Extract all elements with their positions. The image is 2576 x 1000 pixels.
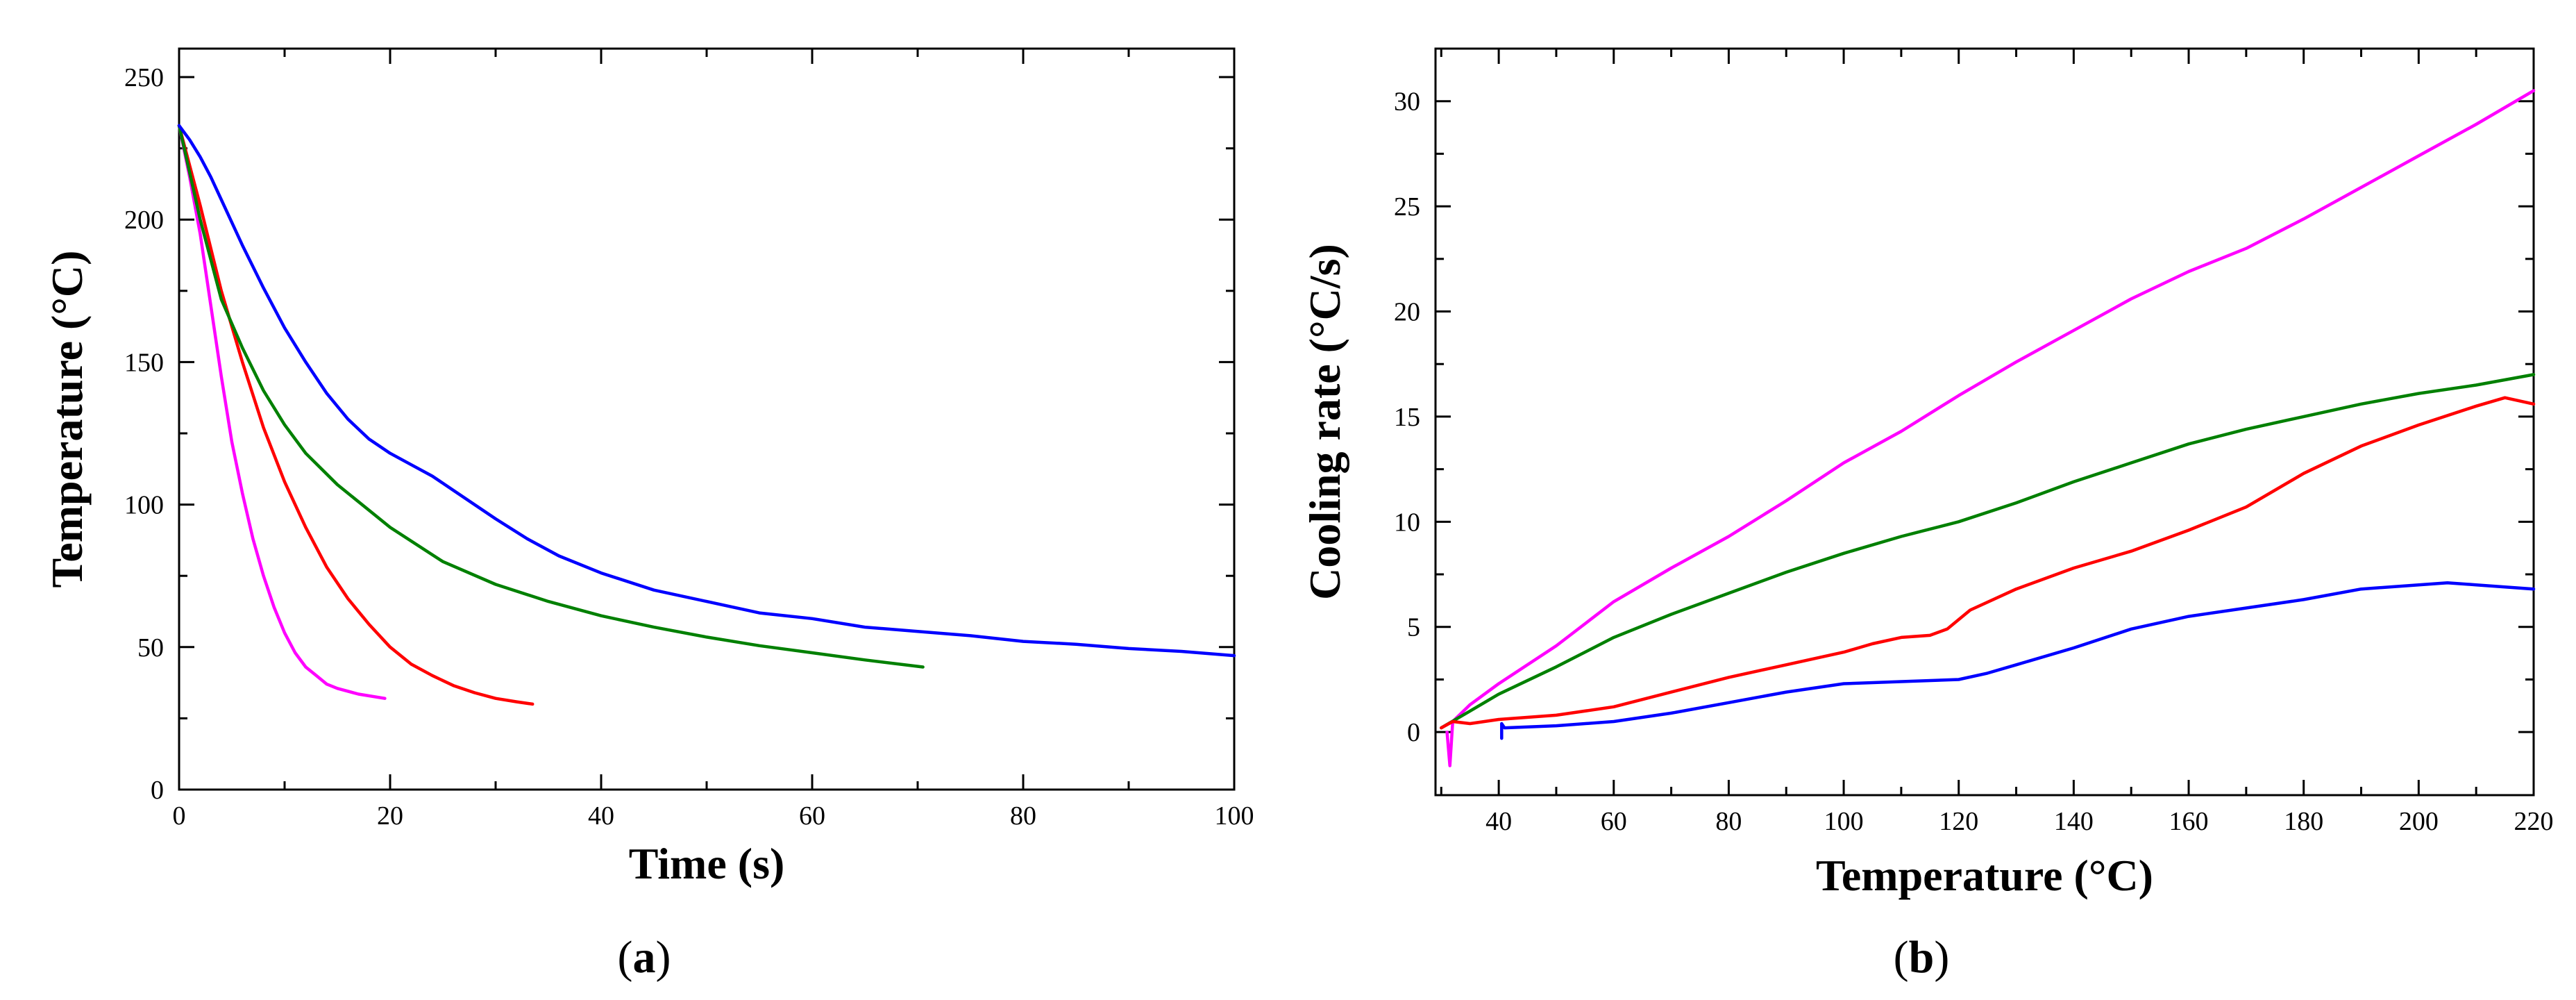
- y-tick-label-b: 10: [1394, 508, 1420, 537]
- plot-frame-a: [178, 47, 1236, 791]
- x-tick-label-b: 180: [2284, 807, 2323, 836]
- series-line-red-b: [1440, 396, 2536, 730]
- series-line-green-b: [1440, 373, 2536, 730]
- x-tick-label-b: 220: [2514, 807, 2554, 836]
- plot-frame-b: [1434, 47, 2535, 797]
- chart-panel-b: 40 60 80 100 120 140 160 180 200 220 0 5 10 15 20 25 30 T…: [1300, 47, 2554, 983]
- x-tick-label-a: 0: [173, 801, 186, 831]
- y-tick-label-b: 0: [1407, 718, 1420, 747]
- series-line-red-a: [177, 124, 534, 706]
- x-tick-label-a: 20: [377, 801, 403, 831]
- series-line-blue-b: [1500, 581, 2536, 740]
- y-axis-title-a: Temperature (°C): [42, 251, 92, 588]
- x-tick-label-b: 120: [1939, 807, 1978, 836]
- y-tick-label-a: 250: [124, 63, 164, 92]
- chart-panel-a: 0 20 40 60 80 100 0 50 100 150 200 250 Time (s) Tempe…: [42, 47, 1254, 983]
- x-tick-label-a: 40: [588, 801, 614, 831]
- x-tick-label-b: 60: [1601, 807, 1627, 836]
- y-tick-label-b: 25: [1394, 192, 1420, 222]
- x-tick-label-b: 100: [1824, 807, 1864, 836]
- y-tick-label-a: 100: [124, 491, 164, 520]
- series-line-blue-a: [177, 124, 1236, 658]
- x-tick-label-a: 80: [1010, 801, 1036, 831]
- y-tick-label-a: 150: [124, 348, 164, 377]
- y-tick-label-a: 50: [137, 633, 164, 662]
- x-tick-label-b: 140: [2054, 807, 2094, 836]
- x-tick-label-b: 40: [1485, 807, 1512, 836]
- series-line-magenta-b: [1445, 89, 2536, 767]
- y-tick-label-a: 0: [151, 776, 164, 805]
- y-tick-label-b: 5: [1407, 613, 1420, 642]
- y-tick-label-b: 30: [1394, 88, 1420, 117]
- x-axis-title-b: Temperature (°C): [1816, 851, 2153, 900]
- panel-label-b: (b): [1894, 932, 1950, 983]
- series-line-magenta-a: [177, 124, 387, 700]
- y-tick-label-b: 15: [1394, 403, 1420, 432]
- panel-label-a: (a): [618, 932, 671, 983]
- x-tick-label-b: 200: [2399, 807, 2439, 836]
- y-tick-label-a: 200: [124, 206, 164, 235]
- x-axis-title-a: Time (s): [629, 839, 785, 888]
- y-tick-label-b: 20: [1394, 298, 1420, 327]
- x-tick-label-a: 100: [1215, 801, 1254, 831]
- y-axis-title-b: Cooling rate (°C/s): [1300, 244, 1349, 600]
- x-tick-label-b: 160: [2169, 807, 2209, 836]
- series-line-green-a: [177, 124, 925, 669]
- x-tick-label-b: 80: [1715, 807, 1742, 836]
- x-tick-label-a: 60: [799, 801, 825, 831]
